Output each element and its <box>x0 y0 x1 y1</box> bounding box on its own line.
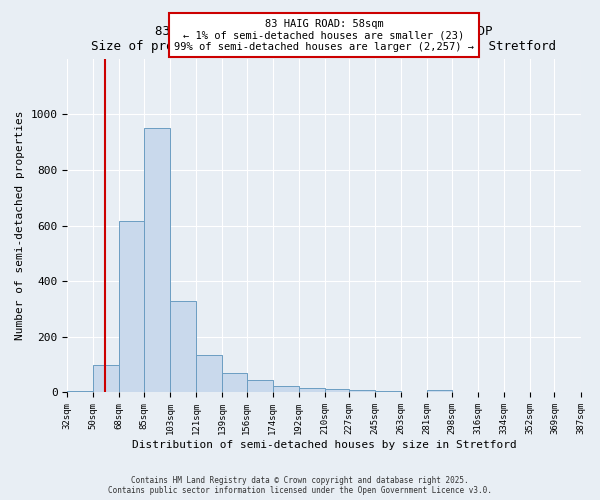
Bar <box>375 391 401 392</box>
Bar <box>222 373 247 392</box>
Y-axis label: Number of semi-detached properties: Number of semi-detached properties <box>15 111 25 340</box>
Bar <box>272 386 299 392</box>
Title: 83, HAIG ROAD, STRETFORD, MANCHESTER, M32 0DP
Size of property relative to semi-: 83, HAIG ROAD, STRETFORD, MANCHESTER, M3… <box>91 25 556 53</box>
Text: Contains HM Land Registry data © Crown copyright and database right 2025.
Contai: Contains HM Land Registry data © Crown c… <box>108 476 492 495</box>
Bar <box>67 391 94 392</box>
Bar <box>196 355 222 393</box>
Bar <box>247 380 272 392</box>
Bar <box>349 390 375 392</box>
Bar <box>170 300 196 392</box>
Text: 83 HAIG ROAD: 58sqm
← 1% of semi-detached houses are smaller (23)
99% of semi-de: 83 HAIG ROAD: 58sqm ← 1% of semi-detache… <box>174 18 474 52</box>
Bar <box>299 388 325 392</box>
Bar <box>94 364 119 392</box>
Bar <box>144 128 170 392</box>
X-axis label: Distribution of semi-detached houses by size in Stretford: Distribution of semi-detached houses by … <box>131 440 516 450</box>
Bar <box>325 389 349 392</box>
Bar <box>119 222 144 392</box>
Bar <box>427 390 452 392</box>
